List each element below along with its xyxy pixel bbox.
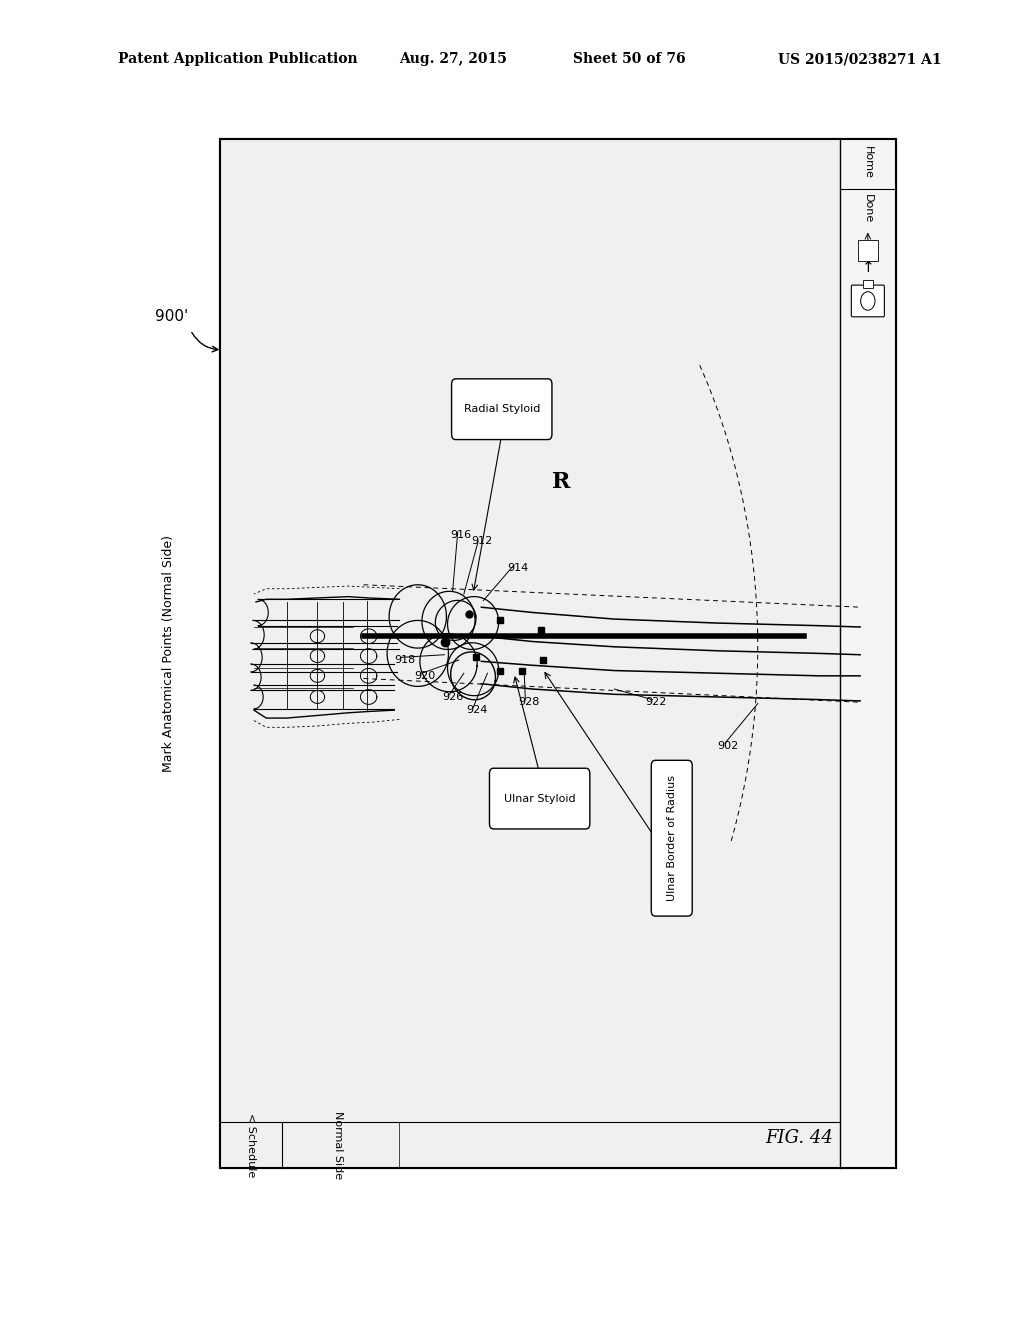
- Text: Aug. 27, 2015: Aug. 27, 2015: [399, 53, 507, 66]
- Text: Ulnar Border of Radius: Ulnar Border of Radius: [667, 775, 677, 902]
- Text: 922: 922: [645, 697, 667, 708]
- Text: 902: 902: [717, 741, 738, 751]
- Text: 926: 926: [442, 692, 464, 702]
- Text: 900': 900': [156, 309, 188, 325]
- Text: Ulnar Styloid: Ulnar Styloid: [504, 793, 575, 804]
- Text: Done: Done: [863, 194, 872, 223]
- Text: FIG. 44: FIG. 44: [765, 1129, 833, 1147]
- FancyBboxPatch shape: [489, 768, 590, 829]
- Bar: [220, 1122, 840, 1168]
- FancyBboxPatch shape: [452, 379, 552, 440]
- Text: 918: 918: [394, 655, 416, 665]
- Text: 924: 924: [466, 705, 487, 715]
- Bar: [862, 280, 872, 288]
- Bar: [220, 139, 896, 1168]
- Bar: [857, 240, 878, 261]
- Text: Home: Home: [863, 147, 872, 178]
- Text: 914: 914: [507, 562, 528, 573]
- Text: R: R: [552, 471, 570, 492]
- Text: 928: 928: [518, 697, 540, 708]
- Text: Radial Styloid: Radial Styloid: [464, 404, 540, 414]
- Text: Normal Side: Normal Side: [333, 1111, 343, 1179]
- Text: US 2015/0238271 A1: US 2015/0238271 A1: [778, 53, 942, 66]
- Text: ↑: ↑: [861, 260, 874, 276]
- Bar: [840, 139, 896, 1168]
- Text: 916: 916: [451, 529, 472, 540]
- Text: Patent Application Publication: Patent Application Publication: [118, 53, 357, 66]
- Text: 920: 920: [415, 671, 436, 681]
- Text: Mark Anatomical Points (Normal Side): Mark Anatomical Points (Normal Side): [163, 535, 175, 772]
- Bar: [220, 139, 840, 1122]
- Text: < Schedule: < Schedule: [246, 1113, 256, 1177]
- FancyBboxPatch shape: [851, 285, 885, 317]
- Text: Sheet 50 of 76: Sheet 50 of 76: [573, 53, 686, 66]
- Text: 912: 912: [471, 536, 493, 546]
- FancyBboxPatch shape: [651, 760, 692, 916]
